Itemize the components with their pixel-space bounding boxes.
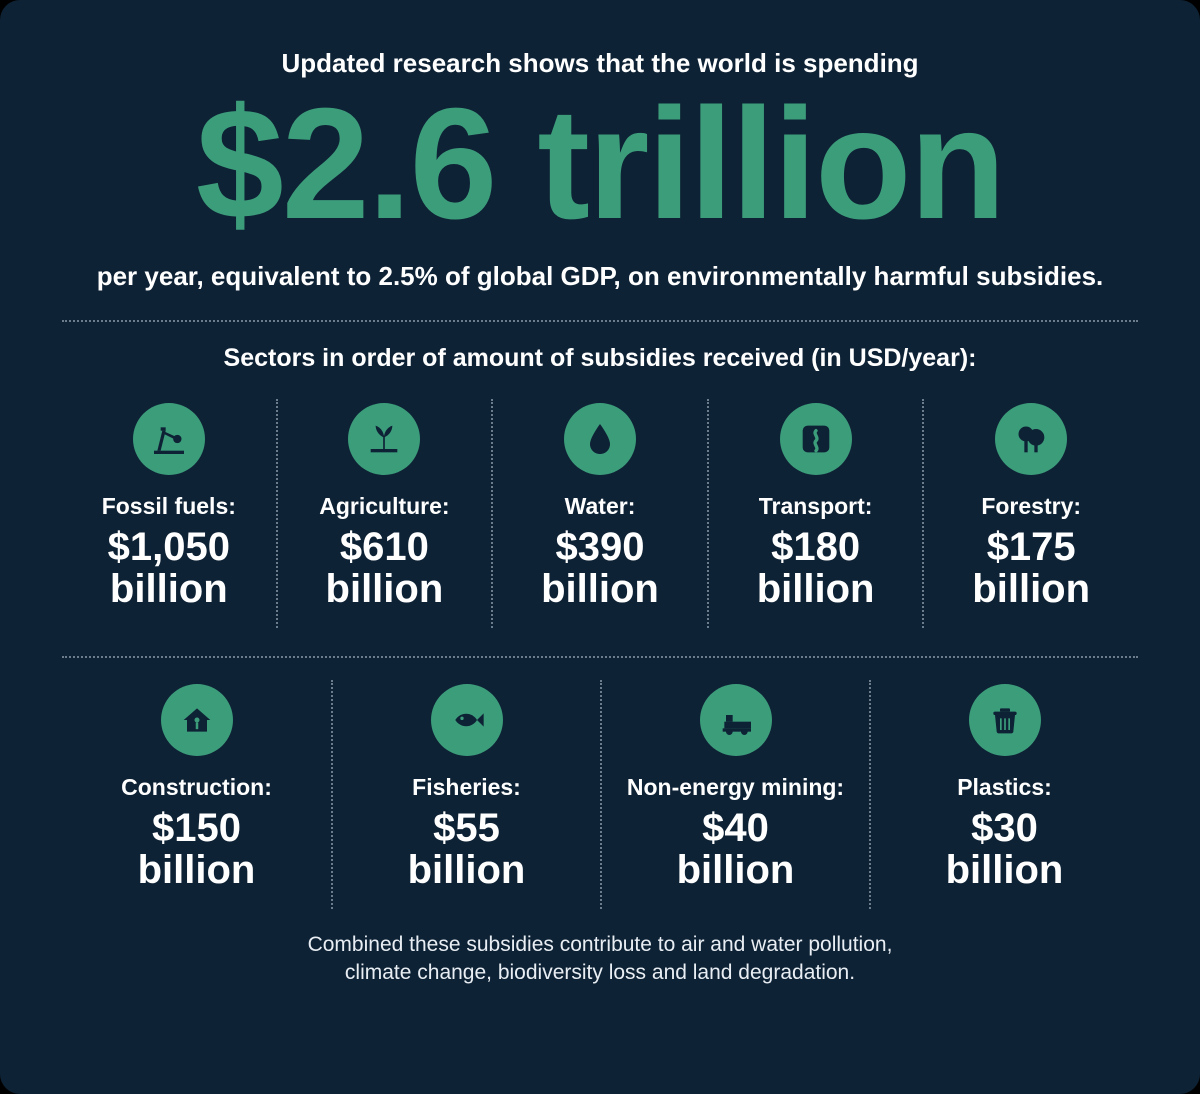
sector-amount: $150billion xyxy=(72,807,321,891)
sector-amount: $175billion xyxy=(934,526,1128,610)
sub-text: per year, equivalent to 2.5% of global G… xyxy=(62,261,1138,292)
sector-label: Non-energy mining: xyxy=(612,774,859,801)
headline-amount: $2.6 trillion xyxy=(62,85,1138,243)
forestry-icon xyxy=(995,403,1067,475)
footer-text: Combined these subsidies contribute to a… xyxy=(62,931,1138,988)
sectors-title: Sectors in order of amount of subsidies … xyxy=(62,344,1138,373)
sector-mining: Non-energy mining: $40billion xyxy=(600,680,869,909)
plastics-icon xyxy=(969,684,1041,756)
sector-label: Fisheries: xyxy=(343,774,590,801)
sector-label: Agriculture: xyxy=(288,493,482,520)
fisheries-icon xyxy=(431,684,503,756)
sector-amount: $40billion xyxy=(612,807,859,891)
sector-water: Water: $390billion xyxy=(491,399,707,628)
sector-amount: $180billion xyxy=(719,526,913,610)
agriculture-icon xyxy=(348,403,420,475)
sector-construction: Construction: $150billion xyxy=(62,680,331,909)
sector-label: Forestry: xyxy=(934,493,1128,520)
sector-forestry: Forestry: $175billion xyxy=(922,399,1138,628)
sector-fisheries: Fisheries: $55billion xyxy=(331,680,600,909)
divider-top xyxy=(62,320,1138,322)
sector-amount: $1,050billion xyxy=(72,526,266,610)
construction-icon xyxy=(161,684,233,756)
intro-text: Updated research shows that the world is… xyxy=(62,48,1138,79)
sector-amount: $55billion xyxy=(343,807,590,891)
water-icon xyxy=(564,403,636,475)
sector-fossil-fuels: Fossil fuels: $1,050billion xyxy=(62,399,276,628)
sectors-row-2: Construction: $150billion Fisheries: $55… xyxy=(62,680,1138,909)
sector-label: Transport: xyxy=(719,493,913,520)
sector-amount: $610billion xyxy=(288,526,482,610)
sector-agriculture: Agriculture: $610billion xyxy=(276,399,492,628)
sector-amount: $390billion xyxy=(503,526,697,610)
divider-mid xyxy=(62,656,1138,658)
sector-plastics: Plastics: $30billion xyxy=(869,680,1138,909)
sector-label: Fossil fuels: xyxy=(72,493,266,520)
sector-amount: $30billion xyxy=(881,807,1128,891)
sector-label: Plastics: xyxy=(881,774,1128,801)
transport-icon xyxy=(780,403,852,475)
sector-label: Construction: xyxy=(72,774,321,801)
sectors-row-1: Fossil fuels: $1,050billion Agriculture:… xyxy=(62,399,1138,628)
mining-icon xyxy=(700,684,772,756)
sector-transport: Transport: $180billion xyxy=(707,399,923,628)
infographic-card: Updated research shows that the world is… xyxy=(0,0,1200,1094)
fossil-fuel-icon xyxy=(133,403,205,475)
sector-label: Water: xyxy=(503,493,697,520)
